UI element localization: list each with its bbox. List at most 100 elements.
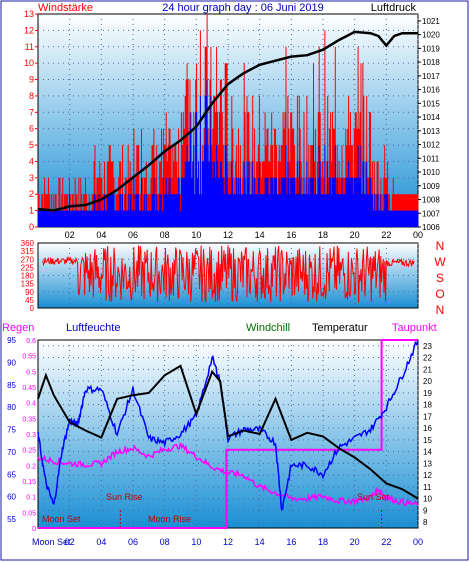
temperature-y-tick-label: 20 bbox=[423, 377, 432, 386]
regen-y-tick-label: 0 bbox=[32, 526, 36, 533]
pressure-y-tick-label: 1016 bbox=[422, 86, 440, 95]
regen-y-tick-label: 0.35 bbox=[22, 416, 36, 423]
pressure-y-tick-label: 1006 bbox=[422, 223, 440, 232]
temperature-x-tick-label: 22 bbox=[381, 537, 391, 547]
wind-x-tick-label: 06 bbox=[128, 230, 138, 240]
annotation-sun-set: Sun Set bbox=[357, 492, 390, 502]
wind-avg-bars bbox=[37, 79, 419, 227]
pressure-lines bbox=[37, 30, 418, 212]
regen-y-tick-label: 0.4 bbox=[26, 401, 36, 408]
regen-y-tick-label: 0.6 bbox=[26, 338, 36, 345]
wind-y-tick-label: 6 bbox=[29, 124, 34, 134]
temperature-x-tick-label: 18 bbox=[318, 537, 328, 547]
regen-y-tick-label: 0.5 bbox=[26, 369, 36, 376]
pressure-y-tick-label: 1007 bbox=[422, 209, 440, 218]
temperature-series bbox=[37, 339, 419, 529]
temperature-y-tick-label: 8 bbox=[423, 518, 428, 527]
temperature-x-tick-label: 02 bbox=[65, 537, 75, 547]
bottom-header: Regen Luftfeuchte Windchill Temperatur T… bbox=[2, 322, 437, 334]
regen-title: Regen bbox=[2, 322, 34, 334]
direction-y-tick-label: 90 bbox=[25, 288, 34, 297]
temperature-x-tick-label: 06 bbox=[128, 537, 138, 547]
luftfeuchte-y-tick-label: 65 bbox=[7, 470, 16, 479]
wind-y-tick-label: 1 bbox=[29, 206, 34, 216]
direction-label-n1: N bbox=[436, 239, 445, 253]
direction-y-tick-label: 45 bbox=[25, 296, 34, 305]
pressure-y-tick-label: 1021 bbox=[422, 17, 440, 26]
pressure-y-tick-label: 1010 bbox=[422, 168, 440, 177]
luftfeuchte-y-tick-label: 75 bbox=[7, 426, 16, 435]
wind-y-tick-label: 13 bbox=[24, 9, 34, 19]
wind-axis-title: Windstärke bbox=[38, 2, 93, 14]
wind-x-tick-label: 12 bbox=[223, 230, 233, 240]
luftfeuchte-y-tick-label: 70 bbox=[7, 448, 16, 457]
taupunkt-line bbox=[37, 442, 419, 507]
wind-x-tick-label: 00 bbox=[413, 230, 423, 240]
chart-title: 24 hour graph day : 06 Juni 2019 bbox=[162, 2, 323, 14]
temperature-y-tick-label: 11 bbox=[423, 483, 432, 492]
annotation-sun-rise: Sun Rise bbox=[106, 492, 143, 502]
regen-line bbox=[38, 339, 418, 529]
temperature-y-tick-label: 19 bbox=[423, 389, 432, 398]
direction-y-tick-label: 360 bbox=[21, 239, 35, 248]
direction-y-tick-label: 0 bbox=[30, 304, 35, 313]
annotation-moon-set-axis: Moon Set bbox=[32, 537, 71, 547]
pressure-y-tick-label: 1012 bbox=[422, 141, 440, 150]
temperature-y-tick-label: 14 bbox=[423, 448, 432, 457]
temperature-y-tick-label: 23 bbox=[423, 342, 432, 351]
temperatur-title: Temperatur bbox=[312, 322, 368, 334]
temperature-x-tick-label: 08 bbox=[160, 537, 170, 547]
pressure-y-tick-label: 1020 bbox=[422, 31, 440, 40]
wind-x-tick-label: 20 bbox=[350, 230, 360, 240]
direction-y-tick-label: 180 bbox=[21, 272, 35, 281]
annotation-moon-set: Moon Set bbox=[42, 514, 81, 524]
luftfeuchte-y-tick-label: 90 bbox=[7, 358, 16, 367]
direction-label-o: O bbox=[435, 287, 444, 301]
pressure-y-tick-label: 1009 bbox=[422, 182, 440, 191]
temperatur-line bbox=[37, 364, 419, 500]
direction-label-s: S bbox=[436, 271, 444, 285]
wind-y-tick-label: 2 bbox=[29, 189, 34, 199]
wind-axes: 02 04 06 08 10 12 14 16 18 20 22 000123456789101112… bbox=[24, 9, 440, 240]
pressure-y-tick-label: 1019 bbox=[422, 44, 440, 53]
luftfeuchte-y-tick-label: 80 bbox=[7, 403, 16, 412]
temperature-y-tick-label: 13 bbox=[423, 459, 432, 468]
pressure-y-tick-label: 1015 bbox=[422, 99, 440, 108]
regen-y-tick-label: 0.3 bbox=[26, 432, 36, 439]
wind-y-tick-label: 3 bbox=[29, 173, 34, 183]
pressure-axis-title: Luftdruck bbox=[371, 2, 417, 14]
temperature-panel: 8 9 10 11 12 13 14 15 16 17 18 19 20 21 22 23 02 04 06 08 10… bbox=[7, 336, 432, 547]
regen-y-tick-label: 0.15 bbox=[22, 479, 36, 486]
wind-y-tick-label: 9 bbox=[29, 75, 34, 85]
wind-pressure-panel: 02 04 06 08 10 12 14 16 18 20 22 000123456789101112… bbox=[24, 2, 440, 240]
luftfeuchte-y-tick-label: 60 bbox=[7, 493, 16, 502]
pressure-y-tick-label: 1011 bbox=[422, 154, 440, 163]
temperature-y-tick-label: 9 bbox=[423, 506, 428, 515]
temperature-x-tick-label: 10 bbox=[191, 537, 201, 547]
luftfeuchte-title: Luftfeuchte bbox=[66, 322, 120, 334]
wind-y-tick-label: 11 bbox=[25, 42, 34, 52]
wind-x-tick-label: 10 bbox=[191, 230, 201, 240]
temperature-y-tick-label: 10 bbox=[423, 495, 432, 504]
temperature-x-tick-label: 20 bbox=[350, 537, 360, 547]
temperature-x-tick-label: 14 bbox=[255, 537, 265, 547]
pressure-line bbox=[37, 30, 418, 212]
temperature-y-tick-label: 17 bbox=[423, 412, 432, 421]
temperature-x-tick-label: 04 bbox=[96, 537, 106, 547]
pressure-y-tick-label: 1013 bbox=[422, 127, 440, 136]
wind-x-tick-label: 08 bbox=[160, 230, 170, 240]
wind-x-tick-label: 14 bbox=[255, 230, 265, 240]
taupunkt-title: Taupunkt bbox=[392, 322, 437, 334]
temperature-y-tick-label: 12 bbox=[423, 471, 432, 480]
wind-x-tick-label: 16 bbox=[286, 230, 296, 240]
wind-direction-line bbox=[42, 245, 415, 303]
regen-y-tick-label: 0.45 bbox=[22, 385, 36, 392]
luftfeuchte-y-tick-label: 55 bbox=[7, 515, 16, 524]
wind-y-tick-label: 12 bbox=[24, 25, 34, 35]
wind-y-tick-label: 10 bbox=[24, 58, 34, 68]
pressure-y-tick-label: 1017 bbox=[422, 72, 440, 81]
regen-y-tick-label: 0.25 bbox=[22, 448, 36, 455]
